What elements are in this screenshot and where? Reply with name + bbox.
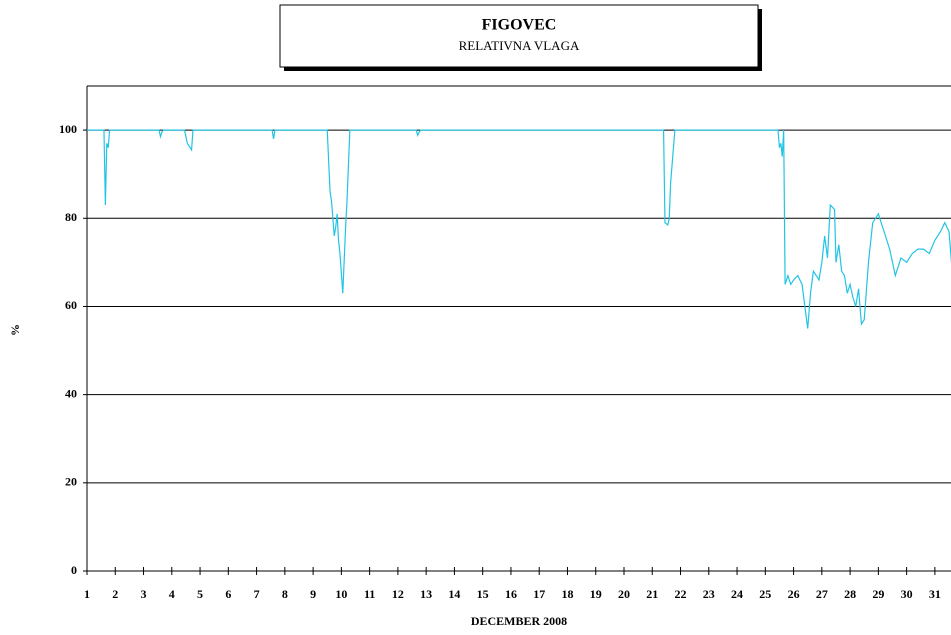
x-tick-label: 14 xyxy=(448,587,460,601)
x-tick-label: 5 xyxy=(197,587,203,601)
y-tick-label: 20 xyxy=(65,475,77,489)
x-tick-label: 21 xyxy=(646,587,658,601)
x-tick-label: 25 xyxy=(759,587,771,601)
y-tick-label: 0 xyxy=(71,563,77,577)
x-tick-label: 12 xyxy=(392,587,404,601)
title-box xyxy=(279,4,759,68)
x-tick-label: 31 xyxy=(929,587,941,601)
x-tick-label: 7 xyxy=(254,587,260,601)
x-tick-label: 15 xyxy=(477,587,489,601)
x-tick-label: 29 xyxy=(872,587,884,601)
x-tick-label: 17 xyxy=(533,587,545,601)
y-tick-label: 100 xyxy=(59,122,77,136)
x-tick-label: 26 xyxy=(788,587,800,601)
chart-subtitle: RELATIVNA VLAGA xyxy=(459,38,580,53)
x-tick-label: 24 xyxy=(731,587,743,601)
y-axis-label: % xyxy=(8,324,22,336)
x-tick-label: 20 xyxy=(618,587,630,601)
x-tick-label: 3 xyxy=(141,587,147,601)
x-tick-label: 16 xyxy=(505,587,517,601)
x-tick-label: 13 xyxy=(420,587,432,601)
x-tick-label: 28 xyxy=(844,587,856,601)
x-tick-label: 27 xyxy=(816,587,828,601)
chart-title: FIGOVEC xyxy=(482,17,557,34)
y-tick-label: 40 xyxy=(65,386,77,400)
x-tick-label: 23 xyxy=(703,587,715,601)
x-tick-label: 6 xyxy=(225,587,231,601)
x-tick-label: 2 xyxy=(112,587,118,601)
x-tick-label: 8 xyxy=(282,587,288,601)
x-tick-label: 1 xyxy=(84,587,90,601)
x-tick-label: 9 xyxy=(310,587,316,601)
x-axis-label: DECEMBER 2008 xyxy=(471,614,567,628)
x-tick-label: 10 xyxy=(335,587,347,601)
x-tick-label: 22 xyxy=(675,587,687,601)
y-tick-label: 60 xyxy=(65,298,77,312)
y-tick-label: 80 xyxy=(65,210,77,224)
x-tick-label: 4 xyxy=(169,587,175,601)
x-tick-label: 19 xyxy=(590,587,602,601)
x-tick-label: 11 xyxy=(364,587,375,601)
x-tick-label: 30 xyxy=(901,587,913,601)
x-tick-label: 18 xyxy=(561,587,573,601)
data-line xyxy=(87,129,951,329)
